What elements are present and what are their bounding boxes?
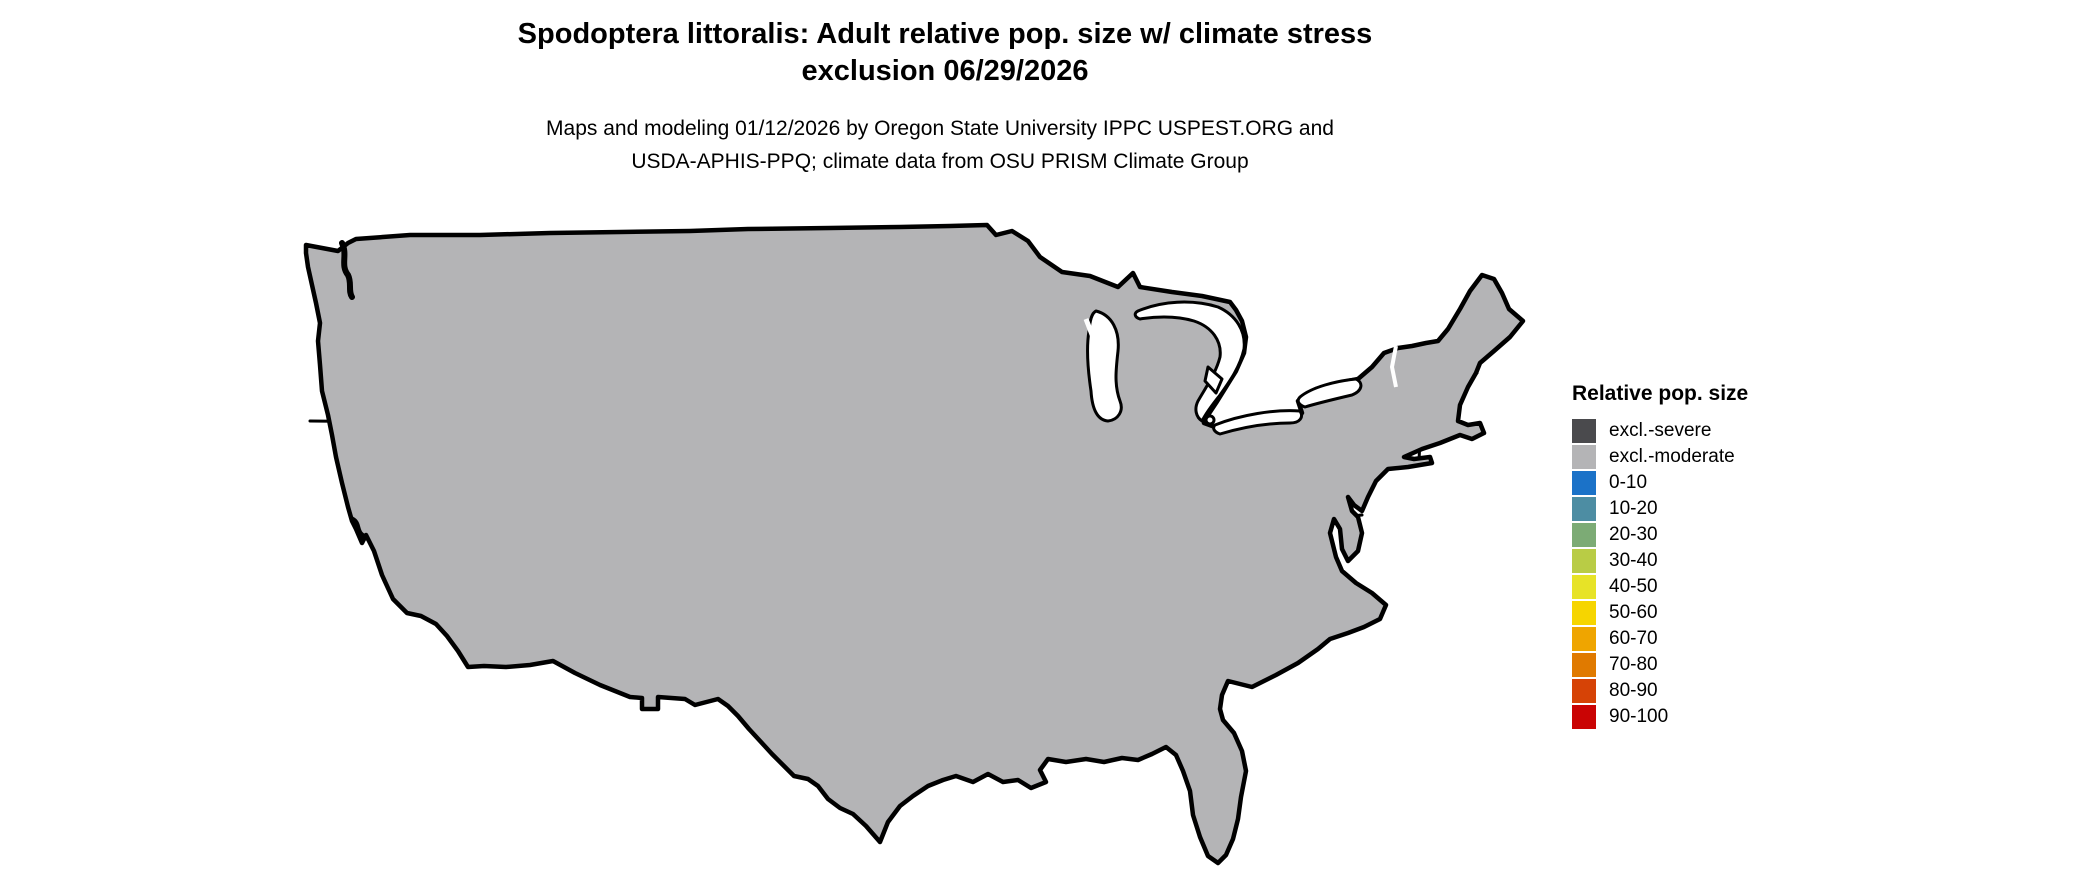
lake-erie <box>1212 409 1304 436</box>
legend-label: 70-80 <box>1609 654 1658 675</box>
map-subtitle-line2: USDA-APHIS-PPQ; climate data from OSU PR… <box>631 150 1249 173</box>
legend-swatch <box>1572 575 1596 599</box>
map-subtitle: Maps and modeling 01/12/2026 by Oregon S… <box>340 112 1540 178</box>
map-title: Spodoptera littoralis: Adult relative po… <box>345 16 1545 90</box>
legend-swatch <box>1572 471 1596 495</box>
legend-item: excl.-moderate <box>1572 444 1792 470</box>
puget-sound <box>339 240 355 300</box>
legend-item: 40-50 <box>1572 574 1792 600</box>
legend-label: 0-10 <box>1609 472 1648 493</box>
legend-label: 30-40 <box>1609 550 1658 571</box>
legend-item: 30-40 <box>1572 548 1792 574</box>
legend-item: 50-60 <box>1572 600 1792 626</box>
legend-label: excl.-severe <box>1609 420 1712 441</box>
legend-item: excl.-severe <box>1572 418 1792 444</box>
legend-swatch <box>1572 627 1596 651</box>
legend-item: 80-90 <box>1572 678 1792 704</box>
san-francisco-bay <box>349 516 365 538</box>
legend-swatch <box>1572 601 1596 625</box>
green-bay <box>1083 318 1099 346</box>
legend-item: 0-10 <box>1572 470 1792 496</box>
lake-michigan <box>1086 309 1123 423</box>
great-lakes <box>1086 300 1363 436</box>
legend-label: 80-90 <box>1609 680 1658 701</box>
us-map <box>290 215 1535 883</box>
map-subtitle-line1: Maps and modeling 01/12/2026 by Oregon S… <box>546 117 1334 140</box>
legend-swatch <box>1572 419 1596 443</box>
legend: Relative pop. size excl.-severe excl.-mod… <box>1572 382 1792 730</box>
legend-item: 20-30 <box>1572 522 1792 548</box>
legend-swatch <box>1572 705 1596 729</box>
legend-label: 10-20 <box>1609 498 1658 519</box>
legend-swatch <box>1572 497 1596 521</box>
legend-item: 60-70 <box>1572 626 1792 652</box>
saginaw-bay <box>1203 365 1224 395</box>
water-details <box>339 240 365 538</box>
legend-label: excl.-moderate <box>1609 446 1735 467</box>
legend-item: 10-20 <box>1572 496 1792 522</box>
legend-label: 50-60 <box>1609 602 1658 623</box>
legend-label: 40-50 <box>1609 576 1658 597</box>
legend-swatch <box>1572 679 1596 703</box>
map-title-line2: exclusion 06/29/2026 <box>801 55 1089 87</box>
legend-swatch <box>1572 653 1596 677</box>
lake-champlain <box>1389 345 1398 388</box>
legend-label: 60-70 <box>1609 628 1658 649</box>
legend-item: 70-80 <box>1572 652 1792 678</box>
legend-swatch <box>1572 549 1596 573</box>
lake-st-clair <box>1204 414 1216 426</box>
lake-ontario <box>1296 377 1363 409</box>
legend-label: 20-30 <box>1609 524 1658 545</box>
map-title-line1: Spodoptera littoralis: Adult relative po… <box>517 18 1373 50</box>
legend-title: Relative pop. size <box>1572 382 1749 405</box>
legend-swatch <box>1572 523 1596 547</box>
legend-items: excl.-severe excl.-moderate 0-10 10-20 20-30… <box>1572 418 1792 730</box>
legend-item: 90-100 <box>1572 704 1792 730</box>
legend-label: 90-100 <box>1609 706 1669 727</box>
legend-swatch <box>1572 445 1596 469</box>
